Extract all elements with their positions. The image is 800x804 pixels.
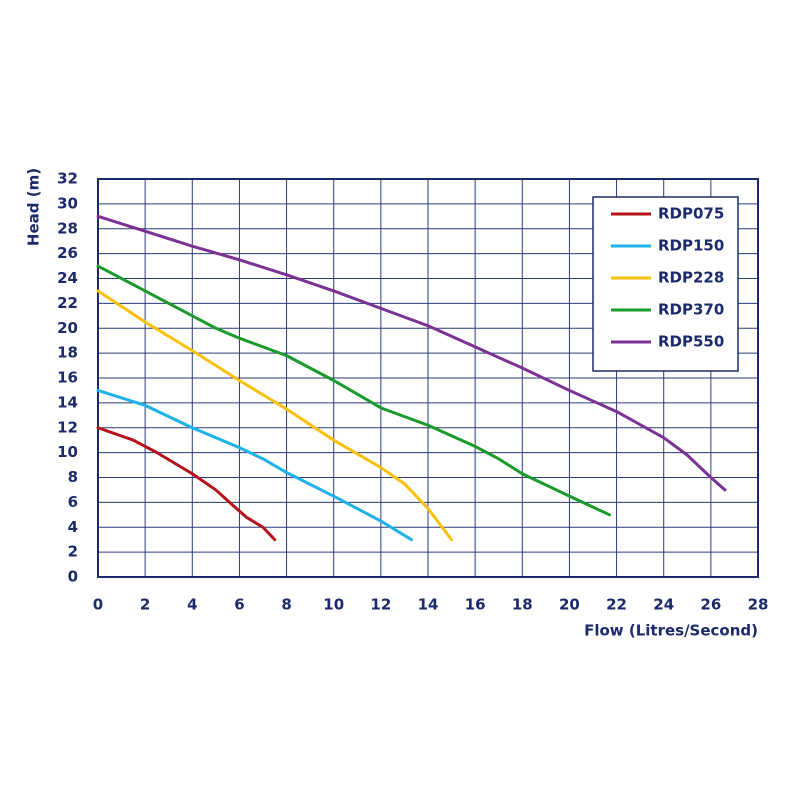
y-tick-label: 12 bbox=[57, 418, 78, 436]
y-tick-label: 26 bbox=[57, 244, 78, 262]
data-line bbox=[96, 388, 413, 542]
x-tick-label: 26 bbox=[700, 596, 721, 614]
x-tick-label: 2 bbox=[140, 596, 150, 614]
plot-frame bbox=[97, 178, 759, 578]
y-tick-label: 18 bbox=[57, 344, 78, 362]
data-line bbox=[96, 264, 611, 517]
x-tick-label: 18 bbox=[512, 596, 533, 614]
legend-label: RDP370 bbox=[658, 301, 724, 319]
y-tick-label: 8 bbox=[68, 468, 78, 486]
y-tick-label: 30 bbox=[57, 194, 78, 212]
y-tick-label: 4 bbox=[68, 518, 78, 536]
data-line bbox=[96, 289, 454, 542]
y-tick-label: 28 bbox=[57, 219, 78, 237]
y-tick-label: 32 bbox=[57, 170, 78, 188]
x-tick-label: 8 bbox=[281, 596, 291, 614]
legend-label: RDP150 bbox=[658, 237, 724, 255]
y-tick-label: 20 bbox=[57, 319, 78, 337]
x-tick-label: 10 bbox=[323, 596, 344, 614]
x-tick-label: 0 bbox=[93, 596, 103, 614]
y-tick-label: 14 bbox=[57, 393, 78, 411]
y-tick-label: 6 bbox=[68, 493, 78, 511]
y-tick-label: 10 bbox=[57, 443, 78, 461]
y-tick-label: 2 bbox=[68, 543, 78, 561]
x-tick-label: 20 bbox=[559, 596, 580, 614]
x-tick-label: 28 bbox=[748, 596, 769, 614]
x-axis-label: Flow (Litres/Second) bbox=[584, 622, 758, 640]
data-line bbox=[96, 426, 277, 542]
y-tick-label: 0 bbox=[68, 568, 78, 586]
y-tick-label: 24 bbox=[57, 269, 78, 287]
legend-label: RDP550 bbox=[658, 333, 724, 351]
data-line bbox=[96, 214, 727, 492]
x-tick-label: 16 bbox=[465, 596, 486, 614]
y-tick-label: 22 bbox=[57, 294, 78, 312]
y-axis-label: Head (m) bbox=[25, 168, 43, 246]
x-tick-label: 12 bbox=[370, 596, 391, 614]
x-tick-label: 6 bbox=[234, 596, 244, 614]
legend-label: RDP075 bbox=[658, 205, 724, 223]
y-tick-label: 16 bbox=[57, 369, 78, 387]
legend-label: RDP228 bbox=[658, 269, 724, 287]
x-tick-label: 22 bbox=[606, 596, 627, 614]
x-tick-label: 4 bbox=[187, 596, 197, 614]
x-tick-label: 14 bbox=[418, 596, 439, 614]
x-tick-label: 24 bbox=[653, 596, 674, 614]
